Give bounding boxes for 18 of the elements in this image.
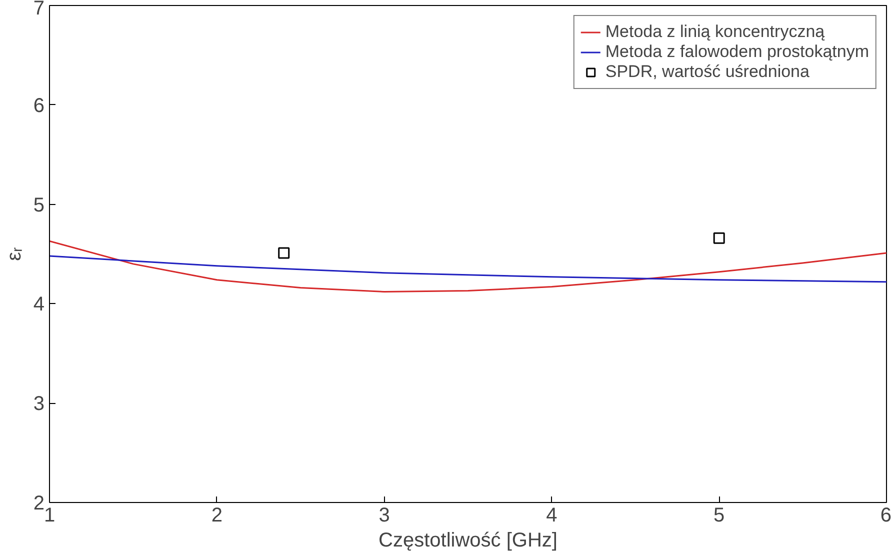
y-tick-label: 5 <box>33 194 44 216</box>
line-series <box>50 240 886 293</box>
y-axis-title: εᵣ <box>3 246 26 261</box>
line-series <box>50 255 886 283</box>
x-tick-label: 4 <box>546 504 558 526</box>
x-tick-label: 3 <box>378 504 390 526</box>
x-tick-label: 6 <box>880 504 891 526</box>
legend-label: SPDR, wartość uśredniona <box>605 62 810 82</box>
x-axis-title: Częstotliwość [GHz] <box>378 530 558 552</box>
y-tick-label: 4 <box>33 294 44 316</box>
y-tick-label: 6 <box>33 94 44 117</box>
y-tick-label: 7 <box>33 0 44 20</box>
x-tick-label: 5 <box>714 504 725 526</box>
legend-label: Metoda z falowodem prostokątnym <box>605 42 869 62</box>
x-tick-label: 2 <box>211 504 222 526</box>
legend-label: Metoda z linią koncentryczną <box>605 22 825 42</box>
y-tick-label: 3 <box>33 393 44 416</box>
x-tick-label: 1 <box>44 504 56 526</box>
